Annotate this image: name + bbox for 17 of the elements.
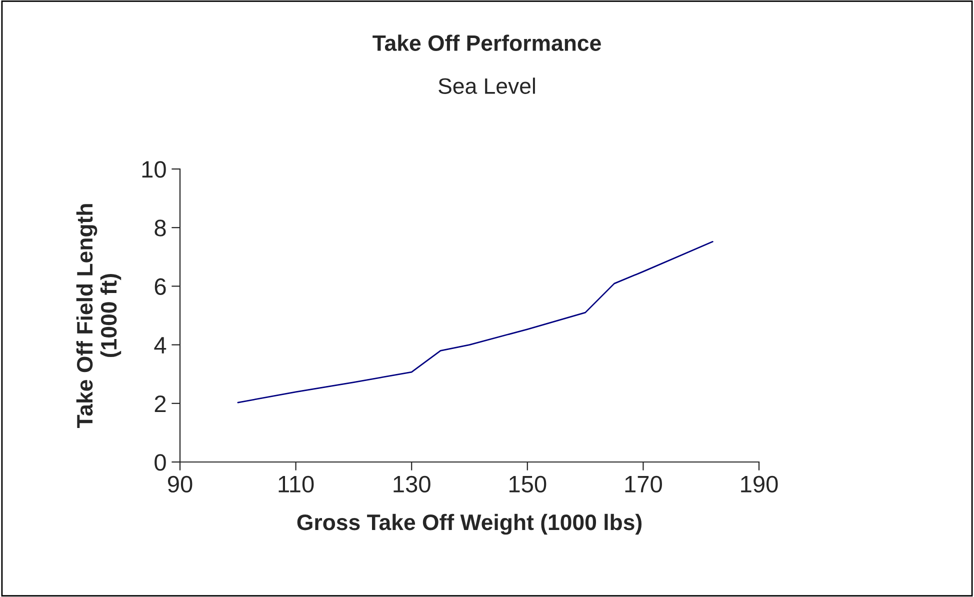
line-series xyxy=(237,240,714,404)
y-tick-label: 6 xyxy=(154,278,166,295)
chart-subtitle: Sea Level xyxy=(438,78,535,94)
y-tick-label: 0 xyxy=(154,454,166,471)
y-axis-title: Take Off Field Length (1000 ft) xyxy=(76,204,122,428)
x-tick-label: 170 xyxy=(625,476,662,493)
x-tick-label: 90 xyxy=(168,476,192,493)
y-tick-label: 10 xyxy=(142,161,166,178)
x-axis-title: Gross Take Off Weight (1000 lbs) xyxy=(297,514,642,535)
y-tick-label: 8 xyxy=(154,220,166,236)
y-tick-label: 4 xyxy=(154,337,166,354)
x-tick-label: 190 xyxy=(741,476,778,493)
x-tick-label: 130 xyxy=(394,476,430,493)
x-tick-label: 150 xyxy=(510,476,546,493)
x-tick-label: 110 xyxy=(278,476,314,493)
chart-title: Take Off Performance xyxy=(372,34,601,51)
y-tick-label: 2 xyxy=(154,395,166,412)
